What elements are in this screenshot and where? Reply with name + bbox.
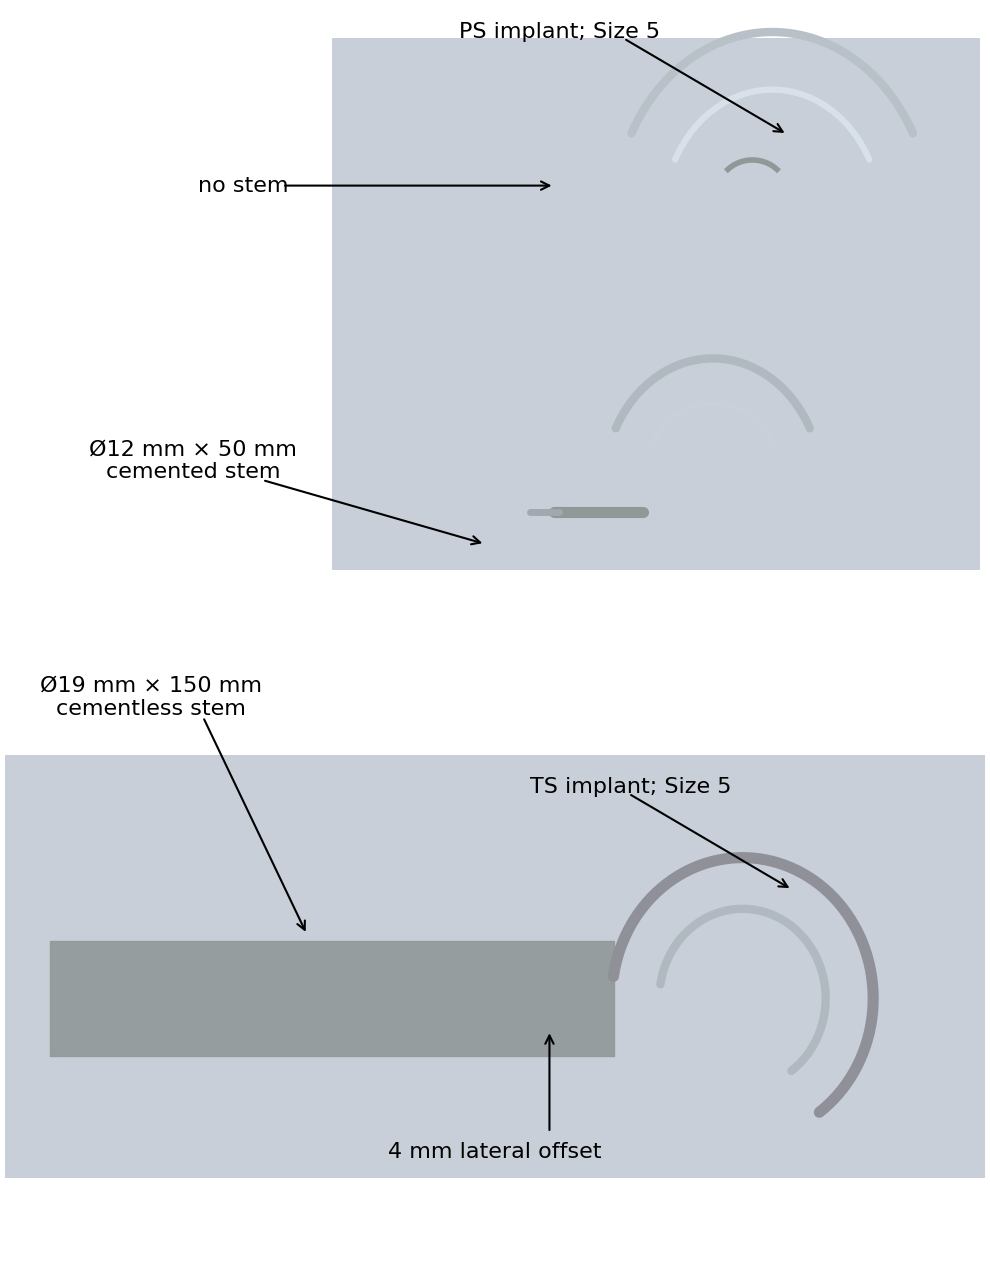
Text: PS implant; Size 5: PS implant; Size 5: [458, 22, 660, 42]
Text: Ø12 mm × 50 mm
cemented stem: Ø12 mm × 50 mm cemented stem: [89, 439, 297, 483]
Text: TS implant; Size 5: TS implant; Size 5: [530, 777, 732, 797]
FancyBboxPatch shape: [5, 755, 985, 1178]
Text: Ø19 mm × 150 mm
cementless stem: Ø19 mm × 150 mm cementless stem: [40, 676, 261, 719]
Text: 4 mm lateral offset: 4 mm lateral offset: [388, 1142, 602, 1162]
FancyBboxPatch shape: [332, 38, 980, 570]
Text: no stem: no stem: [198, 175, 288, 196]
